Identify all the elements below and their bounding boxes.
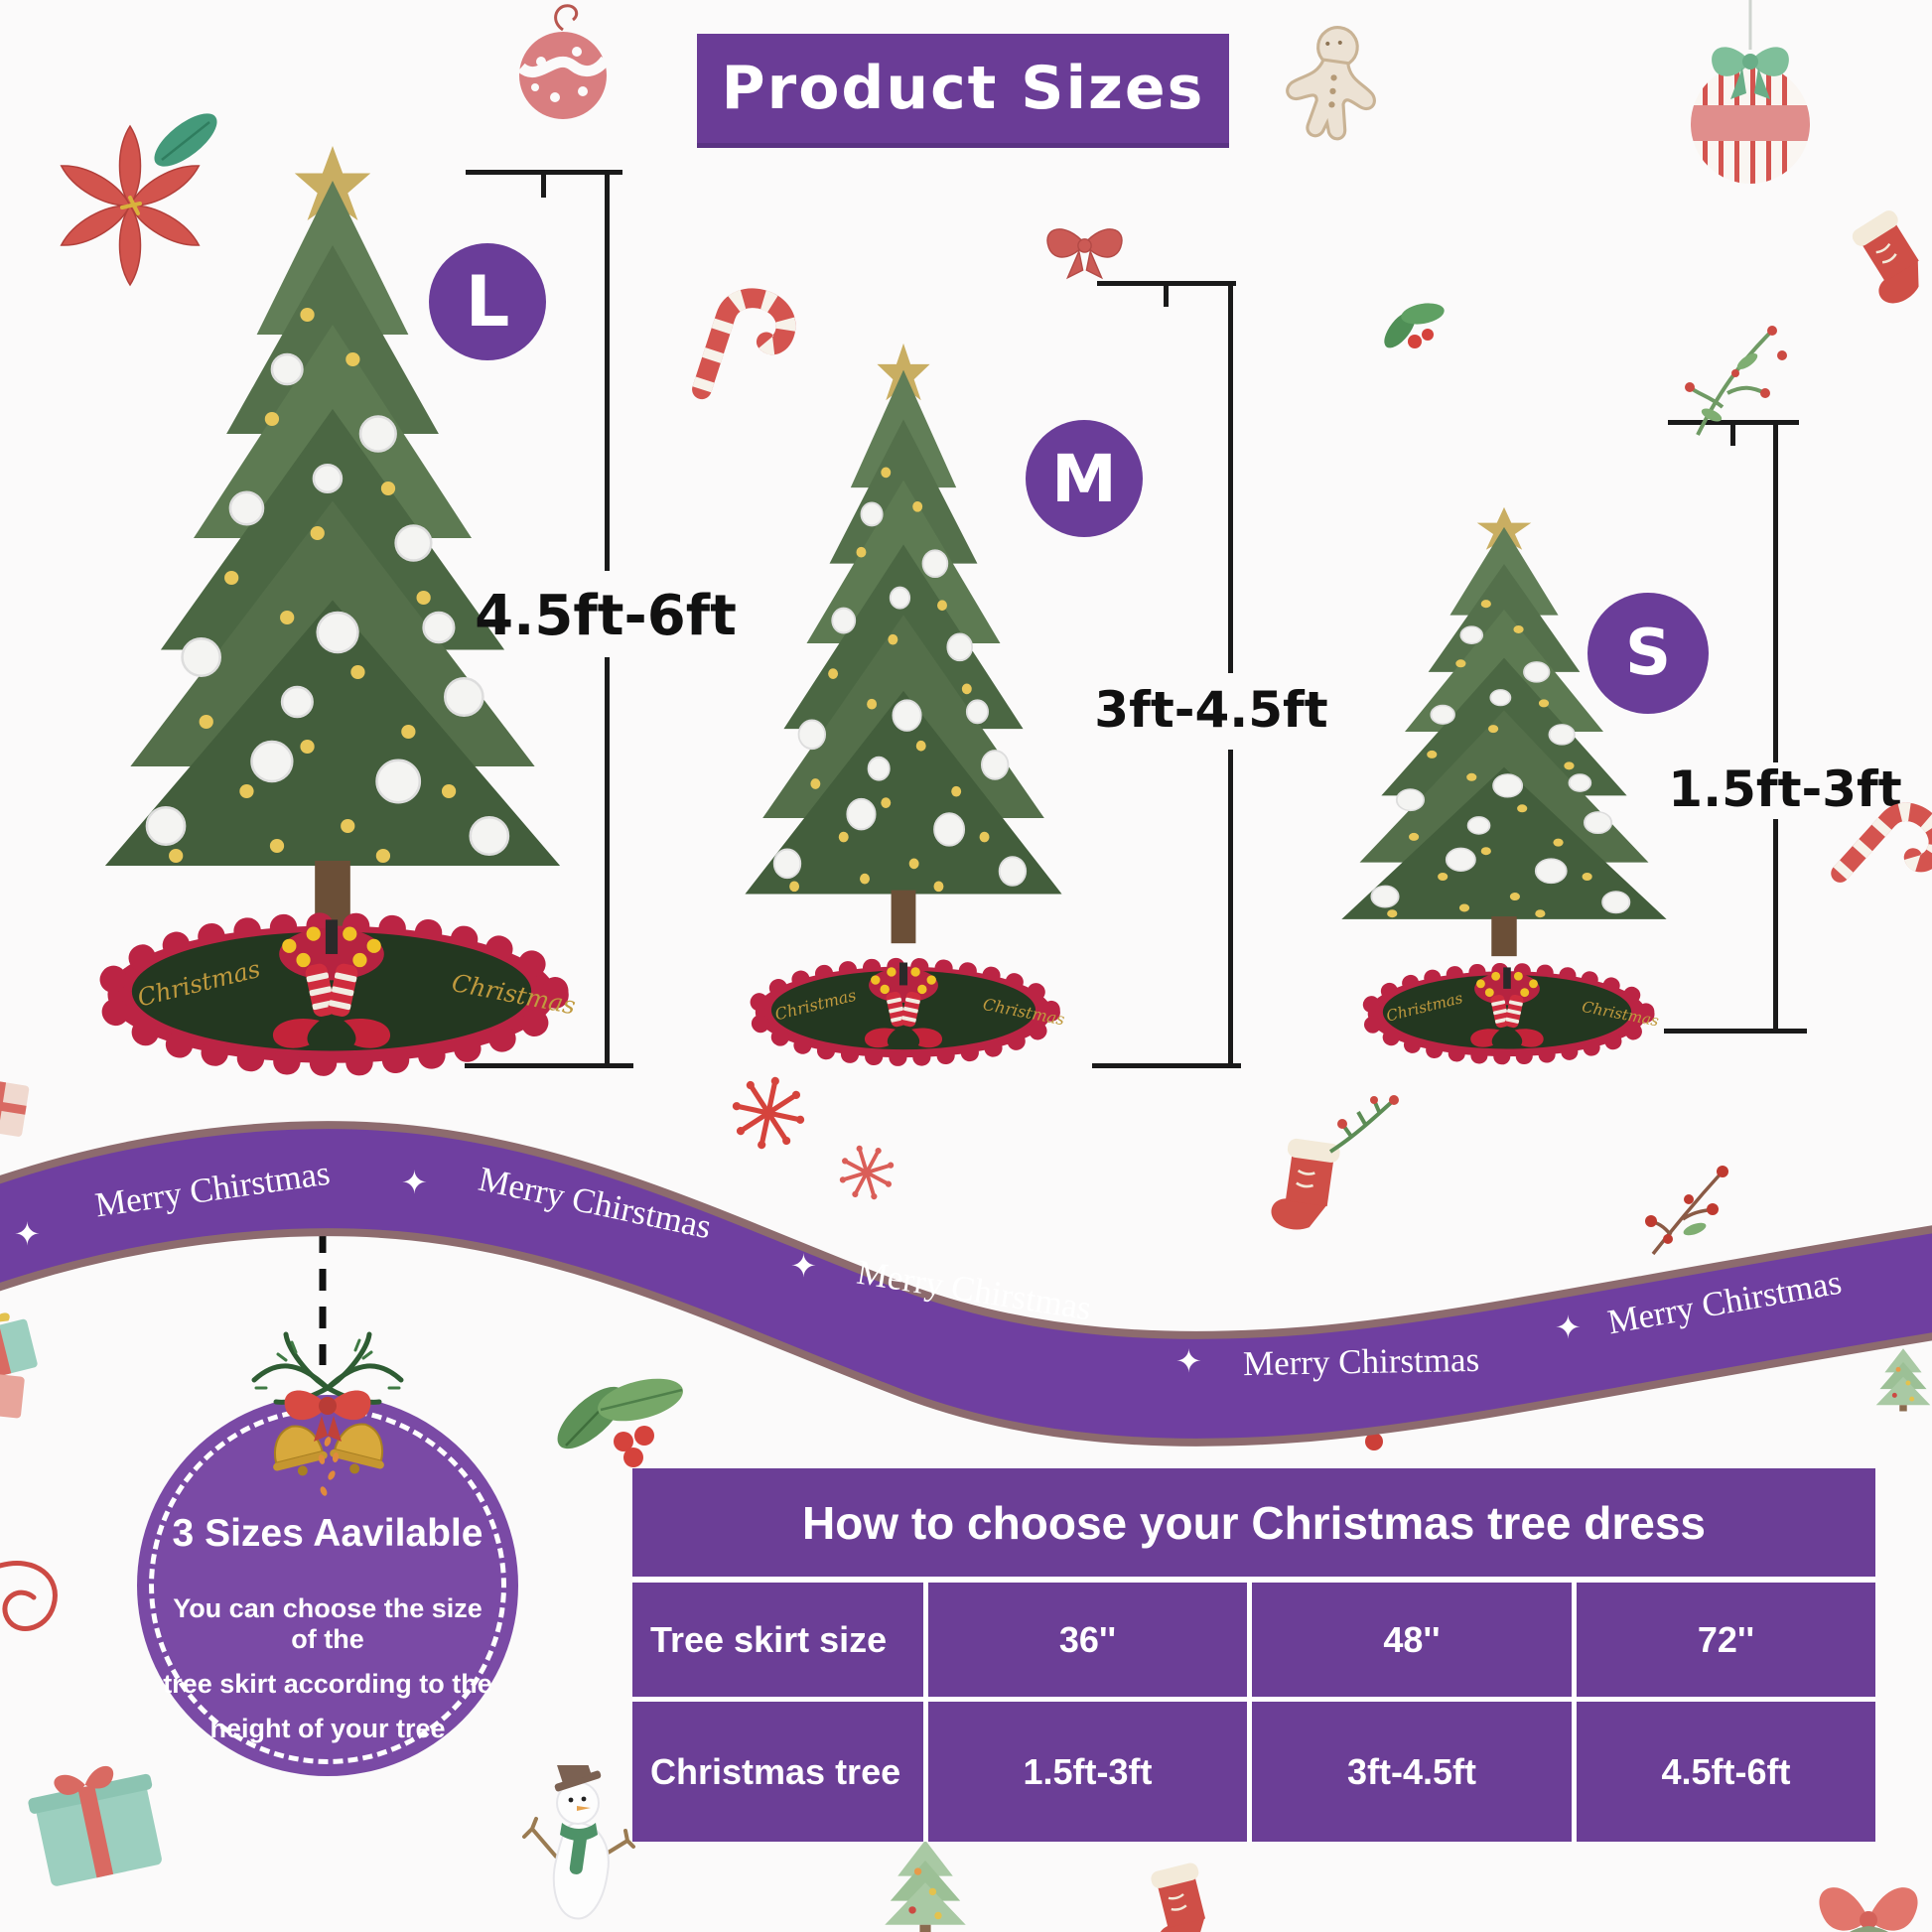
christmas-tree-medium bbox=[710, 340, 1097, 947]
star-icon: ✦ bbox=[401, 1164, 428, 1201]
badge-body-line: height of your tree bbox=[209, 1714, 446, 1743]
height-range-m: 3ft-4.5ft bbox=[1094, 681, 1328, 739]
tree-skirt-small bbox=[1350, 951, 1664, 1070]
size-badge-l: L bbox=[429, 243, 546, 360]
bracket-m-tick bbox=[1164, 281, 1169, 307]
sizes-available-badge: 3 Sizes Aavilable You can choose the siz… bbox=[137, 1395, 518, 1776]
size-letter-s: S bbox=[1624, 617, 1672, 690]
stocking-icon bbox=[1134, 1851, 1245, 1932]
gift-icon bbox=[0, 1078, 30, 1137]
bell-gift-icon bbox=[1819, 1887, 1918, 1932]
holly-icon bbox=[1384, 303, 1445, 348]
christmas-tree-small bbox=[1306, 504, 1703, 959]
ornament-ball-icon bbox=[517, 4, 611, 119]
ribbon-banner bbox=[0, 1121, 1932, 1447]
bracket-m-line-lower bbox=[1228, 750, 1233, 1065]
badge-body-line: You can choose the size of the bbox=[173, 1593, 483, 1654]
bracket-m-line-upper bbox=[1228, 281, 1233, 673]
tree-skirt-medium bbox=[737, 945, 1070, 1072]
table-cell: 1.5ft-3ft bbox=[923, 1702, 1247, 1842]
bracket-s-line-upper bbox=[1773, 420, 1778, 762]
row-label: Christmas tree bbox=[650, 1750, 901, 1792]
bracket-l-line-upper bbox=[605, 170, 610, 571]
row-label: Tree skirt size bbox=[650, 1618, 888, 1660]
height-range-s: 1.5ft-3ft bbox=[1668, 760, 1902, 818]
bracket-m-bottom-bar bbox=[1092, 1063, 1241, 1068]
star-icon: ✦ bbox=[1555, 1309, 1582, 1346]
size-letter-l: L bbox=[465, 261, 510, 343]
snowman-icon bbox=[522, 1765, 635, 1920]
bracket-l-line-lower bbox=[605, 657, 610, 1065]
bracket-l-tick bbox=[541, 170, 546, 198]
table-title: How to choose your Christmas tree dress bbox=[632, 1468, 1875, 1583]
gingerbread-man-icon bbox=[1286, 26, 1376, 141]
swirl-icon bbox=[0, 1561, 58, 1631]
star-icon: ✦ bbox=[14, 1215, 41, 1253]
bracket-s-bottom-bar bbox=[1664, 1029, 1807, 1034]
size-badge-s: S bbox=[1587, 593, 1709, 714]
bracket-l-bottom-bar bbox=[465, 1063, 633, 1068]
tree-skirt-large bbox=[79, 894, 584, 1085]
gift-icon bbox=[0, 1312, 38, 1419]
table-row-skirt-size: Tree skirt size 36'' 48'' 72'' bbox=[632, 1583, 1875, 1702]
gift-icon bbox=[28, 1765, 162, 1886]
bracket-s-tick bbox=[1730, 420, 1735, 446]
berry-sprig-icon bbox=[1685, 326, 1787, 436]
bracket-s-line-lower bbox=[1773, 819, 1778, 1031]
christmas-tree-icon bbox=[876, 1835, 975, 1932]
star-icon: ✦ bbox=[790, 1247, 817, 1285]
table-cell: 36'' bbox=[923, 1583, 1247, 1697]
height-range-l: 4.5ft-6ft bbox=[475, 584, 737, 648]
table-row-tree-height: Christmas tree 1.5ft-3ft 3ft-4.5ft 4.5ft… bbox=[632, 1702, 1875, 1842]
table-cell: 4.5ft-6ft bbox=[1572, 1702, 1875, 1842]
bells-bow-icon bbox=[251, 1331, 404, 1496]
stocking-icon bbox=[1837, 190, 1932, 317]
berry-branch-icon bbox=[1645, 1166, 1728, 1256]
bauble-bow-icon bbox=[1691, 0, 1810, 184]
table-cell: 48'' bbox=[1247, 1583, 1572, 1697]
page-title: Product Sizes bbox=[721, 54, 1205, 123]
size-letter-m: M bbox=[1051, 440, 1117, 517]
star-icon: ✦ bbox=[1175, 1342, 1202, 1380]
table-cell: 72'' bbox=[1572, 1583, 1875, 1697]
ribbon-text: Merry Chirstmas bbox=[1242, 1339, 1480, 1384]
badge-heading: 3 Sizes Aavilable bbox=[172, 1512, 483, 1555]
product-sizes-banner: Product Sizes bbox=[697, 34, 1229, 148]
bow-icon bbox=[1046, 228, 1123, 280]
size-badge-m: M bbox=[1026, 420, 1143, 537]
badge-body: You can choose the size of the tree skir… bbox=[160, 1593, 495, 1758]
poinsettia-icon bbox=[60, 113, 217, 287]
pine-sprig-icon bbox=[1328, 1095, 1399, 1154]
badge-body-line: tree skirt according to the bbox=[163, 1669, 492, 1699]
table-cell: 3ft-4.5ft bbox=[1247, 1702, 1572, 1842]
holly-icon bbox=[557, 1378, 683, 1467]
size-chart-table: How to choose your Christmas tree dress … bbox=[632, 1468, 1875, 1842]
